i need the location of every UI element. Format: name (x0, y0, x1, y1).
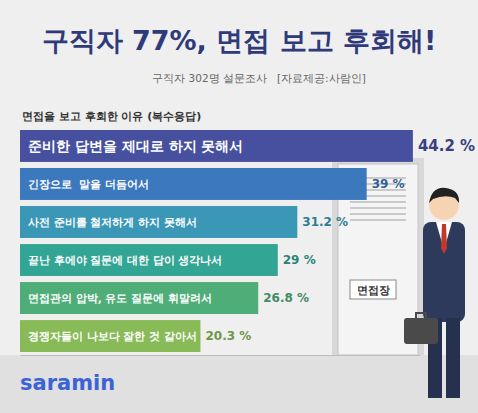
category-label: 경쟁자들이 나보다 잘한 것 같아서 (28, 330, 197, 342)
data-label: 31.2 % (302, 215, 348, 229)
briefcase-handle (416, 313, 426, 319)
bar (20, 206, 297, 238)
chart-svg: 면접장 구직자 77%, 면접 보고 후회해! 구직자 302명 설문조사 [자료제… (0, 0, 478, 413)
category-label: 끝난 후에야 질문에 대한 답이 생각나서 (28, 254, 222, 266)
x-axis-line (21, 355, 421, 356)
title: 구직자 77%, 면접 보고 후회해! (42, 25, 437, 56)
subtitle: 구직자 302명 설문조사 [자료제공:사람인] (152, 72, 365, 84)
door-notice (350, 207, 406, 209)
data-label: 29 % (283, 253, 316, 267)
door-sign-text: 면접장 (357, 284, 390, 296)
category-label: 사전 준비를 철저하게 하지 못해서 (28, 216, 197, 228)
door-notice (350, 219, 406, 221)
logo: saramin (20, 371, 115, 395)
bar (20, 130, 413, 162)
briefcase (404, 318, 438, 344)
category-labels: 준비한 답변을 제대로 하지 못해서긴장으로 말을 더듬어서사전 준비를 철저하… (28, 138, 244, 342)
data-labels: 44.2 % 39 % 31.2 % 29 % 26.8 % 20.3 % (205, 137, 475, 343)
bar (20, 320, 200, 352)
background (0, 0, 478, 413)
category-label: 긴장으로 말을 더듬어서 (28, 178, 149, 190)
bars (20, 130, 413, 352)
person-leg (446, 318, 460, 398)
person-hair (429, 188, 459, 203)
bar (20, 168, 367, 200)
category-label: 면접관의 압박, 유도 질문에 휘말려서 (28, 292, 212, 304)
door-notice (350, 213, 406, 215)
person (404, 188, 465, 398)
floor (0, 355, 478, 413)
door-notice (350, 201, 406, 203)
data-label: 44.2 % (418, 137, 475, 155)
category-label: 준비한 답변을 제대로 하지 못해서 (28, 138, 244, 154)
data-label: 26.8 % (263, 291, 309, 305)
person-suit (423, 222, 465, 322)
data-label: 39 % (372, 177, 405, 191)
person-tie (441, 224, 447, 254)
section-label: 면접을 보고 후회한 이유 (복수응답) (22, 110, 201, 123)
x-axis (21, 355, 421, 356)
data-label: 20.3 % (205, 329, 251, 343)
door-sign (350, 280, 396, 299)
bar (20, 282, 258, 314)
bar (20, 244, 278, 276)
